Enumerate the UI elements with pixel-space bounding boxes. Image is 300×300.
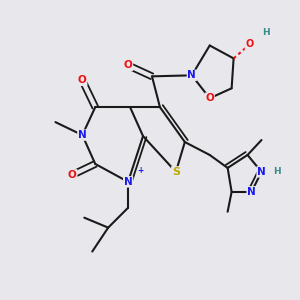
Text: O: O	[68, 170, 77, 180]
Text: N: N	[247, 187, 256, 197]
Text: +: +	[137, 166, 143, 175]
Text: N: N	[257, 167, 266, 177]
Text: O: O	[124, 60, 133, 70]
Text: S: S	[172, 167, 180, 177]
Text: H: H	[273, 167, 281, 176]
Text: O: O	[78, 75, 87, 85]
Text: N: N	[188, 70, 196, 80]
Text: N: N	[78, 130, 87, 140]
Text: O: O	[245, 40, 254, 50]
Text: O: O	[205, 93, 214, 103]
Text: N: N	[124, 177, 133, 187]
Text: H: H	[262, 28, 269, 37]
